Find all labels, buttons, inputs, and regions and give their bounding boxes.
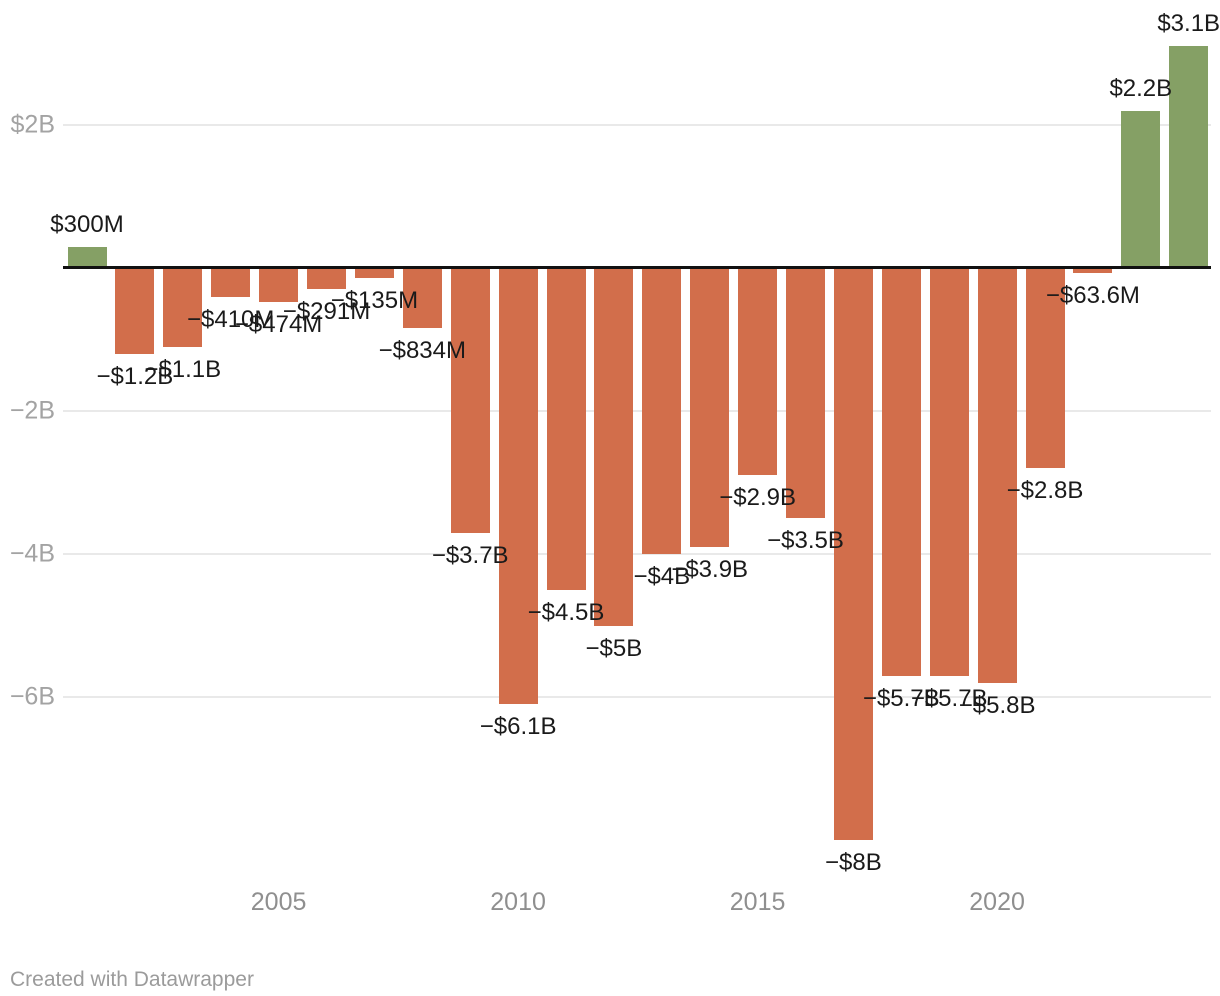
value-label-2020: −$5.8B bbox=[958, 692, 1036, 719]
value-label-2015: −$2.9B bbox=[719, 484, 796, 511]
datawrapper-credit-link[interactable]: Created with Datawrapper bbox=[10, 968, 254, 991]
bar-2007[interactable] bbox=[354, 268, 394, 278]
bar-2019[interactable] bbox=[929, 268, 969, 676]
bar-2013[interactable] bbox=[642, 268, 682, 554]
value-label-2013: −$4B bbox=[633, 563, 691, 590]
gridline--4B bbox=[63, 553, 1211, 555]
value-label-2007: −$135M bbox=[330, 287, 419, 314]
bar-chart: $2B −2B −4B −6B $300M −$1.2B −$1.1B −$410M −$474… bbox=[9, 10, 1220, 916]
x-axis-label-2020: 2020 bbox=[969, 888, 1025, 916]
gridline--2B bbox=[63, 410, 1211, 412]
y-axis-label--4B: −4B bbox=[9, 539, 55, 568]
bar-2001[interactable] bbox=[67, 247, 107, 268]
value-label-2004: −$410M bbox=[186, 306, 275, 333]
bar-2011[interactable] bbox=[546, 268, 586, 590]
bar-2021[interactable] bbox=[1025, 268, 1065, 468]
bar-2008[interactable] bbox=[402, 268, 442, 328]
y-axis-label-2B: $2B bbox=[10, 110, 55, 139]
value-label-2018: −$5.7B bbox=[862, 685, 940, 712]
gridline-2B bbox=[63, 124, 1211, 126]
bar-2002[interactable] bbox=[115, 268, 155, 354]
value-label-2014: −$3.9B bbox=[671, 556, 749, 583]
x-axis-label-2005: 2005 bbox=[250, 888, 307, 916]
x-axis-label-2015: 2015 bbox=[729, 888, 786, 916]
bar-2016[interactable] bbox=[786, 268, 825, 518]
bar-2009[interactable] bbox=[450, 268, 490, 533]
value-label-2024: $3.1B bbox=[1157, 10, 1220, 37]
y-axis-label--6B: −6B bbox=[9, 682, 55, 711]
gridline--6B bbox=[63, 696, 1211, 698]
bar-2022[interactable] bbox=[1073, 268, 1113, 273]
value-label-2008: −$834M bbox=[378, 337, 466, 364]
bar-2023[interactable] bbox=[1121, 111, 1161, 268]
value-label-2001: $300M bbox=[50, 211, 124, 238]
value-label-2022: −$63.6M bbox=[1045, 282, 1140, 309]
bar-2018[interactable] bbox=[881, 268, 921, 676]
value-label-2010: −$6.1B bbox=[479, 713, 557, 740]
value-label-2023: $2.2B bbox=[1109, 75, 1173, 102]
bar-2014[interactable] bbox=[690, 268, 730, 547]
value-label-2019: −$5.7B bbox=[910, 685, 988, 712]
bar-2020[interactable] bbox=[977, 268, 1017, 683]
y-axis-label--2B: −2B bbox=[9, 396, 55, 425]
value-label-2011: −$4.5B bbox=[527, 599, 605, 626]
bar-2003[interactable] bbox=[163, 268, 203, 347]
bar-2010[interactable] bbox=[498, 268, 538, 704]
value-label-2006: −$291M bbox=[282, 298, 371, 325]
bar-2012[interactable] bbox=[594, 268, 634, 626]
bar-2015[interactable] bbox=[738, 268, 778, 475]
value-label-2005: −$474M bbox=[234, 311, 323, 338]
bar-2024[interactable] bbox=[1169, 46, 1209, 268]
value-label-2012: −$5B bbox=[585, 635, 643, 662]
value-label-2003: −$1.1B bbox=[144, 356, 222, 383]
value-label-2017: −$8B bbox=[825, 849, 882, 876]
value-label-2016: −$3.5B bbox=[767, 527, 844, 554]
value-label-2009: −$3.7B bbox=[431, 542, 509, 569]
bar-2005[interactable] bbox=[259, 268, 299, 302]
x-axis-label-2010: 2010 bbox=[490, 888, 546, 916]
value-label-2021: −$2.8B bbox=[1006, 477, 1084, 504]
value-label-2002: −$1.2B bbox=[96, 363, 174, 390]
bar-2004[interactable] bbox=[211, 268, 251, 297]
bar-2017[interactable] bbox=[833, 268, 873, 840]
bar-2006[interactable] bbox=[307, 268, 346, 289]
zero-axis-line bbox=[63, 266, 1211, 269]
